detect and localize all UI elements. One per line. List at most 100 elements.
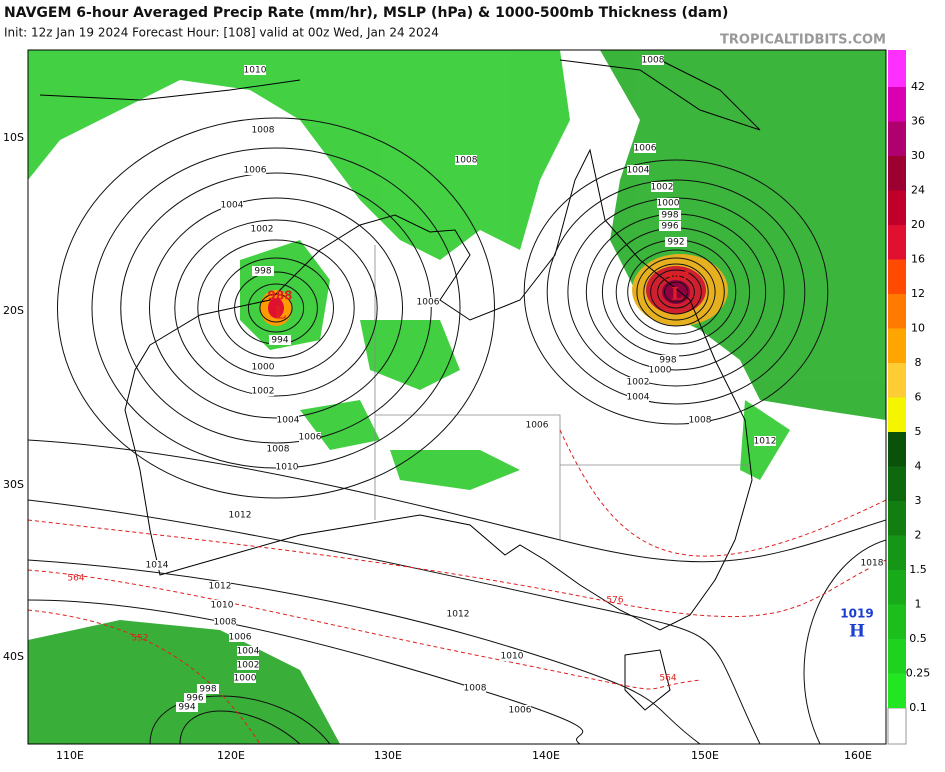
label-bg [211,600,233,610]
label-bg [627,165,649,175]
label-bg [447,609,469,619]
colorbar-segment [888,432,906,467]
label-bg [214,617,236,627]
colorbar-segment [888,363,906,398]
colorbar-label: 1.5 [909,563,927,576]
isobar-label: 1004 [627,393,650,403]
lon-label: 130E [374,749,402,762]
label-bg [146,560,168,570]
label-bg [267,444,289,454]
label-bg [634,143,656,153]
indonesia-coast [39,79,301,101]
colorbar-segment [888,397,906,432]
isobar-label: 1008 [642,56,665,66]
isobar [149,197,403,419]
isobar [179,710,301,744]
label-bg [659,210,681,220]
isobar-label: 1002 [651,183,674,193]
colorbar-segment [888,225,906,260]
label-bg [665,237,687,247]
colorbar-label: 3 [915,494,922,507]
label-bg [209,581,231,591]
colorbar-label: 0.1 [909,701,927,714]
isobar [218,257,334,359]
map-labels: 1010100810061004100299899410001002100410… [67,55,884,716]
isobar-label: 1006 [526,421,549,431]
colorbar: 0.1 0.25 0.5 1 1.5 2 3 4 5 6 8 10 12 16 20 24 30 36 42 [887,50,930,745]
label-bg [657,198,679,208]
isobar-label: 1004 [221,201,244,211]
map-frame [27,49,887,745]
title: NAVGEM 6-hour Averaged Precip Rate (mm/h… [4,5,728,21]
isobar [247,283,305,333]
isobar-label: 1010 [244,66,267,76]
precip-area [28,50,570,260]
isobar-label: 1018 [861,559,884,569]
lon-label: 150E [691,749,719,762]
isobar-label: 1006 [229,633,252,643]
isobar-label: 1006 [634,144,657,154]
coastlines [39,59,761,711]
isobar-label: 1010 [276,463,299,473]
isobar-label: 1006 [244,166,267,176]
lon-label: 120E [217,749,245,762]
isobar [28,599,584,744]
colorbar-segment [888,639,906,674]
isobar-label: 1000 [252,363,275,373]
lon-label: 140E [532,749,560,762]
colorbar-segment [888,501,906,536]
isobar-label: 994 [178,703,195,713]
colorbar-label: 36 [911,115,925,128]
colorbar-segment [888,259,906,294]
label-bg [464,683,486,693]
label-bg [526,420,548,430]
label-bg [229,510,251,520]
label-bg [197,684,219,694]
isobar-label: 1006 [417,298,440,308]
label-bg [659,221,681,231]
colorbar-segment [888,294,906,329]
lat-label: 40S [3,650,24,663]
colorbar-label: 5 [915,425,922,438]
subtitle: Init: 12z Jan 19 2024 Forecast Hour: [10… [4,26,439,40]
label-bg [244,65,266,75]
precip-core [662,280,690,304]
isobar-label: 1002 [251,225,274,235]
center-value: 947 [664,270,689,284]
isobar-label: 1002 [252,387,275,397]
isobar-label: 998 [659,356,676,366]
thickness-line [28,569,701,690]
label-bg [251,224,273,234]
precip-area [390,450,520,490]
colorbar-label: 10 [911,322,925,335]
thickness-label: 564 [67,574,84,584]
australia-coast [124,148,753,631]
colorbar-segment [888,50,906,87]
isobar-label: 1012 [447,610,470,620]
label-bg [649,365,671,375]
label-bg [252,386,274,396]
colorbar-label: 4 [915,460,922,473]
isobar-label: 1012 [754,437,777,447]
colorbar-bottom [887,707,907,745]
isobar-label: 1006 [509,706,532,716]
center-symbol: L [274,304,286,324]
isobar [657,275,695,309]
isobar-label: 1004 [627,166,650,176]
colorbar-label: 12 [911,287,925,300]
new-guinea-coast [559,59,761,131]
isobar-label: 998 [254,267,271,277]
colorbar-label: 6 [915,391,922,404]
colorbar-segment [888,604,906,639]
tasmania-coast [624,649,671,711]
label-bg [627,377,649,387]
label-bg [642,55,664,65]
isobar-label: 1002 [237,661,260,671]
label-bg [689,415,711,425]
colorbar-segment [888,673,906,708]
lon-label: 160E [844,749,872,762]
colorbar-segment [888,466,906,501]
isobar [174,219,378,397]
isobar [643,263,709,321]
precip-area [360,320,460,390]
